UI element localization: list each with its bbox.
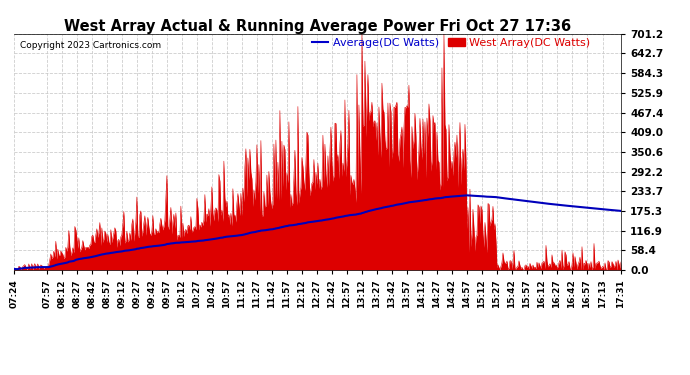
Legend: Average(DC Watts), West Array(DC Watts): Average(DC Watts), West Array(DC Watts) bbox=[307, 34, 595, 53]
Text: Copyright 2023 Cartronics.com: Copyright 2023 Cartronics.com bbox=[20, 41, 161, 50]
Title: West Array Actual & Running Average Power Fri Oct 27 17:36: West Array Actual & Running Average Powe… bbox=[64, 19, 571, 34]
